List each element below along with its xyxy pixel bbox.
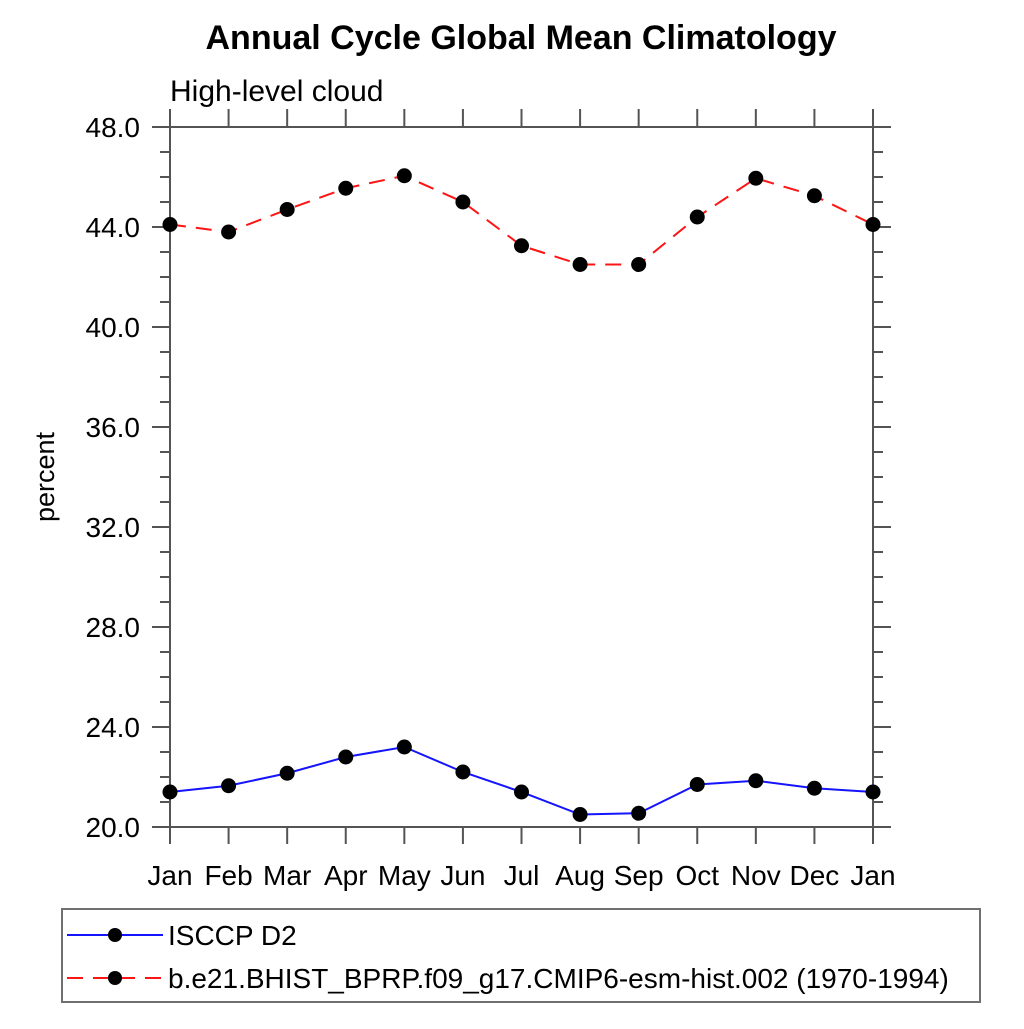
chart-subtitle: High-level cloud [170,75,383,108]
data-point-marker [279,202,295,217]
legend-label-model: b.e21.BHIST_BPRP.f09_g17.CMIP6-esm-hist.… [168,963,949,994]
legend-entry-model: b.e21.BHIST_BPRP.f09_g17.CMIP6-esm-hist.… [67,963,949,994]
y-tick-label: 32.0 [86,512,141,543]
data-point-marker [572,807,588,822]
data-point-marker [514,784,529,800]
data-point-marker [689,777,705,792]
x-tick-label: Sep [614,860,664,891]
x-tick-label: Feb [204,860,252,891]
y-tick-label: 24.0 [86,712,141,743]
y-tick-label: 28.0 [86,612,141,643]
data-point-marker [162,217,178,232]
data-point-marker [221,224,237,240]
x-tick-label: Jan [850,860,895,891]
legend-box [61,908,981,1003]
data-point-marker [396,739,412,755]
chart-title: Annual Cycle Global Mean Climatology [206,19,837,57]
y-axis-title: percent [30,431,60,522]
x-tick-label: Mar [263,860,311,891]
x-tick-label: Jun [440,860,485,891]
data-point-marker [806,780,822,796]
x-tick-label: Nov [731,860,781,891]
data-point-marker [631,257,647,272]
data-point-marker [572,257,588,272]
y-tick-label: 40.0 [86,312,141,343]
data-point-marker [396,168,412,184]
legend: ISCCP D2 b.e21.BHIST_BPRP.f09_g17.CMIP6-… [61,908,981,1003]
y-tick-label: 36.0 [86,412,141,443]
y-tick-label: 44.0 [86,212,141,243]
data-point-marker [162,784,178,800]
data-point-marker [865,784,881,800]
data-point-marker [221,778,237,794]
data-point-marker [748,773,764,789]
legend-label-isccp: ISCCP D2 [168,920,297,951]
x-tick-label: Aug [555,860,605,891]
data-point-marker [455,764,471,780]
data-point-marker [514,238,529,254]
x-tick-label: Jan [147,860,192,891]
data-point-marker [806,188,822,204]
data-point-marker [279,765,295,781]
series-line-0 [169,745,874,816]
x-tick-label: May [378,860,431,891]
legend-entry-isccp: ISCCP D2 [67,920,297,951]
y-tick-label: 20.0 [86,812,141,843]
data-point-marker [455,194,471,210]
x-tick-label: Dec [790,860,840,891]
legend-marker-circle-icon [108,928,122,942]
plot-area: Jan Feb Mar Apr May Jun Jul Aug Sep Oct Nov Dec Jan2… [86,109,896,891]
data-point-marker [689,209,705,225]
data-point-marker [338,749,354,765]
x-tick-label: Oct [675,860,719,891]
data-point-marker [631,805,647,821]
x-tick-label: Jul [504,860,540,891]
x-tick-label: Apr [324,860,368,891]
y-tick-label: 48.0 [86,112,141,143]
legend-marker-circle-icon [108,971,122,985]
data-point-marker [338,180,354,196]
data-point-marker [748,170,764,186]
plot-frame [169,126,874,828]
data-point-marker [865,217,881,232]
